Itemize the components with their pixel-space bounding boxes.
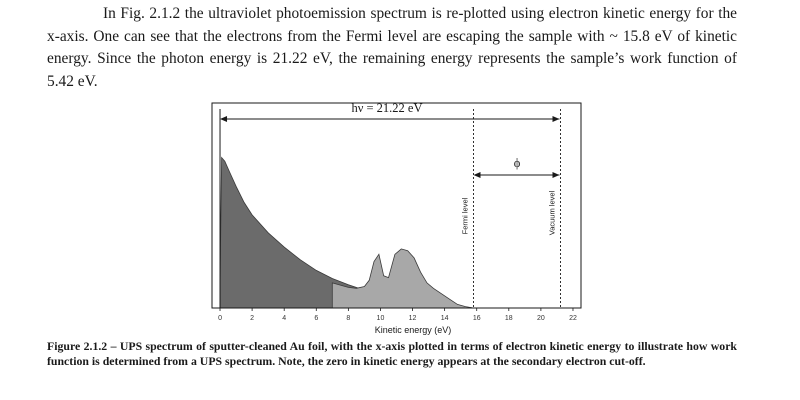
figure-caption: Figure 2.1.2 – UPS spectrum of sputter-c… (47, 339, 737, 368)
x-tick-label: 14 (441, 315, 449, 322)
spectrum-series-layer (219, 156, 474, 309)
x-tick-label: 20 (537, 315, 545, 322)
x-tick-label: 12 (409, 315, 417, 322)
x-tick-label: 8 (346, 315, 350, 322)
photon-energy-label: hν = 21.22 eV (351, 101, 422, 115)
ups-spectrum-figure: hν = 21.22 eV ϕ Fermi level Vacuum level… (211, 101, 582, 335)
x-tick-label: 4 (282, 315, 286, 322)
x-tick-label: 6 (314, 315, 318, 322)
x-axis-ticks: 0 2 4 6 8 10 12 14 16 18 20 22 (218, 308, 577, 322)
spectrum-area-2 (331, 248, 474, 309)
x-tick-label: 18 (505, 315, 513, 322)
x-tick-label: 16 (473, 315, 481, 322)
vacuum-level-label: Vacuum level (547, 190, 556, 235)
body-paragraph: In Fig. 2.1.2 the ultraviolet photoemiss… (47, 5, 737, 90)
fermi-level-label: Fermi level (461, 197, 470, 234)
x-tick-label: 0 (218, 315, 222, 322)
plot-frame (211, 102, 582, 309)
x-tick-label: 2 (250, 315, 254, 322)
x-axis-title: Kinetic energy (eV) (375, 325, 452, 335)
x-tick-label: 10 (377, 315, 385, 322)
work-function-label: ϕ (514, 156, 521, 170)
energy-guide-layer (219, 109, 561, 308)
spectrum-area-1 (219, 156, 474, 309)
x-tick-label: 22 (569, 315, 577, 322)
